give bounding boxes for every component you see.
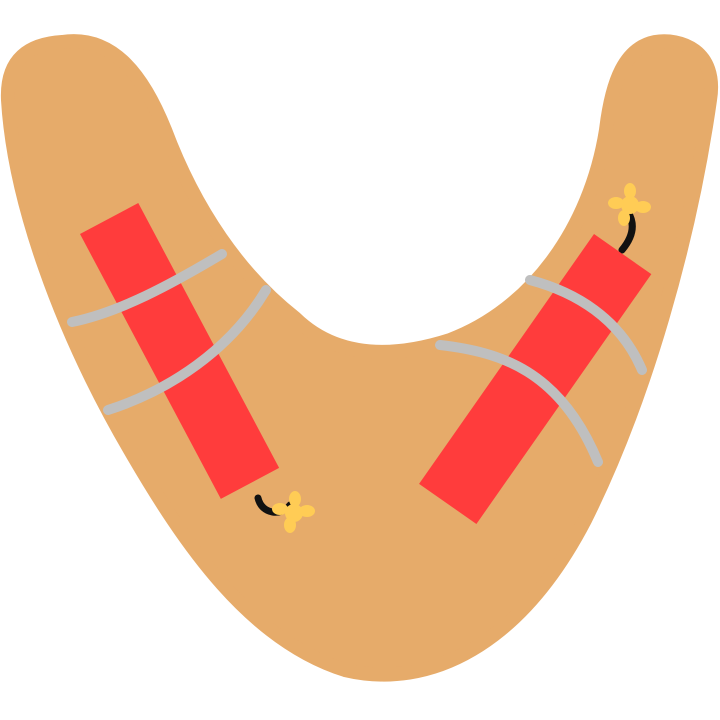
- dynamite-right: [419, 183, 652, 524]
- boomerang-body: [7, 41, 712, 675]
- tape-band-right-upper: [525, 275, 647, 375]
- tape-band-left-upper: [67, 249, 227, 327]
- fuse-right: [618, 208, 636, 254]
- spark-left: [272, 491, 315, 533]
- dynamite-stick-left: [80, 203, 280, 499]
- dynamite-left: [67, 203, 315, 533]
- tape-band-left-lower: [103, 285, 271, 415]
- boomerang: [0, 34, 719, 682]
- spark-right: [608, 183, 651, 226]
- tape-band-right-lower: [435, 340, 603, 467]
- boomerang-edge: [0, 34, 719, 682]
